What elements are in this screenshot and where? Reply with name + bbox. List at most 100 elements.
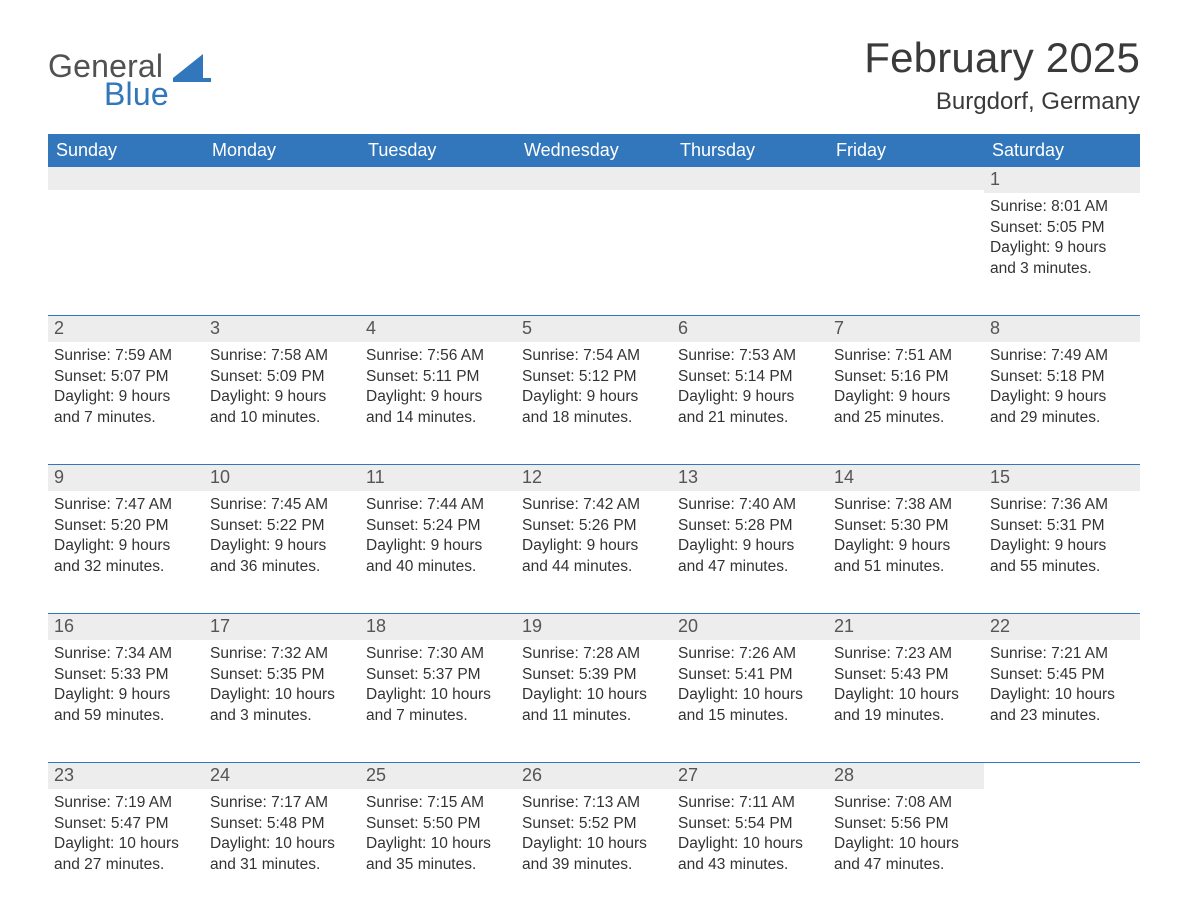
daylight-line: Daylight: 9 hours and 36 minutes.	[210, 536, 354, 577]
calendar-day-cell: 2Sunrise: 7:59 AMSunset: 5:07 PMDaylight…	[48, 316, 204, 465]
day-details: Sunrise: 7:49 AMSunset: 5:18 PMDaylight:…	[984, 342, 1140, 432]
day-details: Sunrise: 7:42 AMSunset: 5:26 PMDaylight:…	[516, 491, 672, 581]
daylight-line: Daylight: 10 hours and 19 minutes.	[834, 685, 978, 726]
sunset-line: Sunset: 5:14 PM	[678, 367, 822, 387]
brand-word-blue: Blue	[104, 78, 169, 110]
sunrise-line: Sunrise: 7:08 AM	[834, 793, 978, 813]
sunrise-line: Sunrise: 7:44 AM	[366, 495, 510, 515]
calendar-day-cell: 11Sunrise: 7:44 AMSunset: 5:24 PMDayligh…	[360, 465, 516, 614]
sunset-line: Sunset: 5:07 PM	[54, 367, 198, 387]
day-details: Sunrise: 7:19 AMSunset: 5:47 PMDaylight:…	[48, 789, 204, 879]
day-number: 10	[204, 465, 360, 491]
sunset-line: Sunset: 5:45 PM	[990, 665, 1134, 685]
day-number: 12	[516, 465, 672, 491]
calendar-day-cell: 22Sunrise: 7:21 AMSunset: 5:45 PMDayligh…	[984, 614, 1140, 763]
weekday-header: Thursday	[672, 134, 828, 167]
calendar-day-cell: 15Sunrise: 7:36 AMSunset: 5:31 PMDayligh…	[984, 465, 1140, 614]
calendar-day-cell: 9Sunrise: 7:47 AMSunset: 5:20 PMDaylight…	[48, 465, 204, 614]
day-number: 4	[360, 316, 516, 342]
day-number: 15	[984, 465, 1140, 491]
day-details: Sunrise: 7:30 AMSunset: 5:37 PMDaylight:…	[360, 640, 516, 730]
sunrise-line: Sunrise: 7:54 AM	[522, 346, 666, 366]
day-number: 2	[48, 316, 204, 342]
day-details: Sunrise: 7:34 AMSunset: 5:33 PMDaylight:…	[48, 640, 204, 730]
sunrise-line: Sunrise: 7:36 AM	[990, 495, 1134, 515]
day-number: 28	[828, 763, 984, 789]
sunset-line: Sunset: 5:52 PM	[522, 814, 666, 834]
sunrise-line: Sunrise: 7:49 AM	[990, 346, 1134, 366]
calendar-day-cell: 13Sunrise: 7:40 AMSunset: 5:28 PMDayligh…	[672, 465, 828, 614]
brand-logo: General Blue	[48, 50, 211, 110]
daylight-line: Daylight: 9 hours and 47 minutes.	[678, 536, 822, 577]
calendar-day-cell: 6Sunrise: 7:53 AMSunset: 5:14 PMDaylight…	[672, 316, 828, 465]
sunrise-line: Sunrise: 7:32 AM	[210, 644, 354, 664]
day-number: 20	[672, 614, 828, 640]
calendar-day-cell: 4Sunrise: 7:56 AMSunset: 5:11 PMDaylight…	[360, 316, 516, 465]
sunset-line: Sunset: 5:24 PM	[366, 516, 510, 536]
sunset-line: Sunset: 5:39 PM	[522, 665, 666, 685]
sunrise-line: Sunrise: 7:17 AM	[210, 793, 354, 813]
calendar-week-row: 16Sunrise: 7:34 AMSunset: 5:33 PMDayligh…	[48, 614, 1140, 763]
day-details: Sunrise: 8:01 AMSunset: 5:05 PMDaylight:…	[984, 193, 1140, 283]
calendar-day-cell: 17Sunrise: 7:32 AMSunset: 5:35 PMDayligh…	[204, 614, 360, 763]
sunset-line: Sunset: 5:37 PM	[366, 665, 510, 685]
page-header: General Blue February 2025 Burgdorf, Ger…	[48, 40, 1140, 116]
sunrise-line: Sunrise: 7:13 AM	[522, 793, 666, 813]
weekday-header: Sunday	[48, 134, 204, 167]
day-number: 9	[48, 465, 204, 491]
calendar-day-cell: 20Sunrise: 7:26 AMSunset: 5:41 PMDayligh…	[672, 614, 828, 763]
empty-day-bar	[360, 167, 516, 190]
daylight-line: Daylight: 9 hours and 18 minutes.	[522, 387, 666, 428]
sunrise-line: Sunrise: 7:28 AM	[522, 644, 666, 664]
calendar-day-cell: 21Sunrise: 7:23 AMSunset: 5:43 PMDayligh…	[828, 614, 984, 763]
sunset-line: Sunset: 5:12 PM	[522, 367, 666, 387]
day-number: 22	[984, 614, 1140, 640]
empty-day-bar	[672, 167, 828, 190]
empty-day-bar	[204, 167, 360, 190]
calendar-day-cell: 3Sunrise: 7:58 AMSunset: 5:09 PMDaylight…	[204, 316, 360, 465]
day-number: 24	[204, 763, 360, 789]
sunset-line: Sunset: 5:48 PM	[210, 814, 354, 834]
day-number: 14	[828, 465, 984, 491]
sunset-line: Sunset: 5:05 PM	[990, 218, 1134, 238]
day-number: 17	[204, 614, 360, 640]
calendar-day-cell: 10Sunrise: 7:45 AMSunset: 5:22 PMDayligh…	[204, 465, 360, 614]
sunrise-line: Sunrise: 7:40 AM	[678, 495, 822, 515]
day-number: 8	[984, 316, 1140, 342]
day-number: 18	[360, 614, 516, 640]
day-details: Sunrise: 7:54 AMSunset: 5:12 PMDaylight:…	[516, 342, 672, 432]
day-number: 13	[672, 465, 828, 491]
daylight-line: Daylight: 9 hours and 3 minutes.	[990, 238, 1134, 279]
daylight-line: Daylight: 9 hours and 32 minutes.	[54, 536, 198, 577]
calendar-empty-cell	[204, 167, 360, 316]
sunrise-line: Sunrise: 7:53 AM	[678, 346, 822, 366]
brand-sail-icon	[173, 54, 211, 87]
sunset-line: Sunset: 5:28 PM	[678, 516, 822, 536]
calendar-day-cell: 7Sunrise: 7:51 AMSunset: 5:16 PMDaylight…	[828, 316, 984, 465]
day-number: 16	[48, 614, 204, 640]
daylight-line: Daylight: 10 hours and 15 minutes.	[678, 685, 822, 726]
calendar-week-row: 2Sunrise: 7:59 AMSunset: 5:07 PMDaylight…	[48, 316, 1140, 465]
sunset-line: Sunset: 5:11 PM	[366, 367, 510, 387]
sunset-line: Sunset: 5:16 PM	[834, 367, 978, 387]
daylight-line: Daylight: 9 hours and 21 minutes.	[678, 387, 822, 428]
weekday-header: Saturday	[984, 134, 1140, 167]
calendar-day-cell: 28Sunrise: 7:08 AMSunset: 5:56 PMDayligh…	[828, 763, 984, 894]
weekday-header: Tuesday	[360, 134, 516, 167]
sunrise-line: Sunrise: 7:26 AM	[678, 644, 822, 664]
day-details: Sunrise: 7:40 AMSunset: 5:28 PMDaylight:…	[672, 491, 828, 581]
daylight-line: Daylight: 10 hours and 47 minutes.	[834, 834, 978, 875]
daylight-line: Daylight: 10 hours and 35 minutes.	[366, 834, 510, 875]
calendar-day-cell: 16Sunrise: 7:34 AMSunset: 5:33 PMDayligh…	[48, 614, 204, 763]
weekday-header: Monday	[204, 134, 360, 167]
title-block: February 2025 Burgdorf, Germany	[864, 34, 1140, 116]
sunset-line: Sunset: 5:20 PM	[54, 516, 198, 536]
calendar-day-cell: 1Sunrise: 8:01 AMSunset: 5:05 PMDaylight…	[984, 167, 1140, 316]
sunset-line: Sunset: 5:33 PM	[54, 665, 198, 685]
daylight-line: Daylight: 9 hours and 7 minutes.	[54, 387, 198, 428]
daylight-line: Daylight: 9 hours and 51 minutes.	[834, 536, 978, 577]
location-subtitle: Burgdorf, Germany	[864, 88, 1140, 116]
calendar-day-cell: 27Sunrise: 7:11 AMSunset: 5:54 PMDayligh…	[672, 763, 828, 894]
day-details: Sunrise: 7:51 AMSunset: 5:16 PMDaylight:…	[828, 342, 984, 432]
day-number: 3	[204, 316, 360, 342]
